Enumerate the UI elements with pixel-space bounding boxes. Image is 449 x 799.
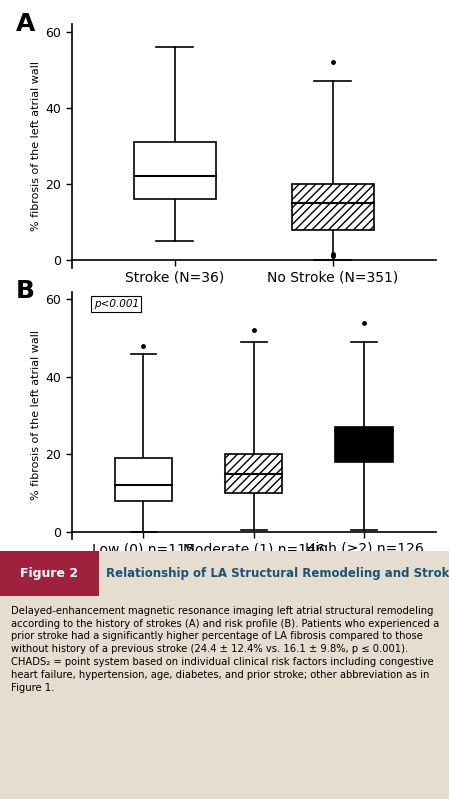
Bar xyxy=(133,142,216,199)
Bar xyxy=(225,454,282,493)
Y-axis label: % fibrosis of the left atrial wall: % fibrosis of the left atrial wall xyxy=(31,61,41,231)
Text: p<0.001: p<0.001 xyxy=(94,299,139,309)
Text: Delayed-enhancement magnetic resonance imaging left atrial structural remodeling: Delayed-enhancement magnetic resonance i… xyxy=(11,606,440,693)
Text: Figure 2: Figure 2 xyxy=(20,567,79,580)
Bar xyxy=(292,184,374,229)
Text: B: B xyxy=(15,279,35,304)
Y-axis label: % fibrosis of the left atrial wall: % fibrosis of the left atrial wall xyxy=(31,331,41,500)
Text: A: A xyxy=(15,12,35,36)
X-axis label: CHADS2 score: CHADS2 score xyxy=(198,563,309,577)
Bar xyxy=(0,551,99,596)
Bar xyxy=(335,427,392,462)
Text: Relationship of LA Structural Remodeling and Stroke: Relationship of LA Structural Remodeling… xyxy=(106,567,449,580)
Bar xyxy=(115,458,172,501)
